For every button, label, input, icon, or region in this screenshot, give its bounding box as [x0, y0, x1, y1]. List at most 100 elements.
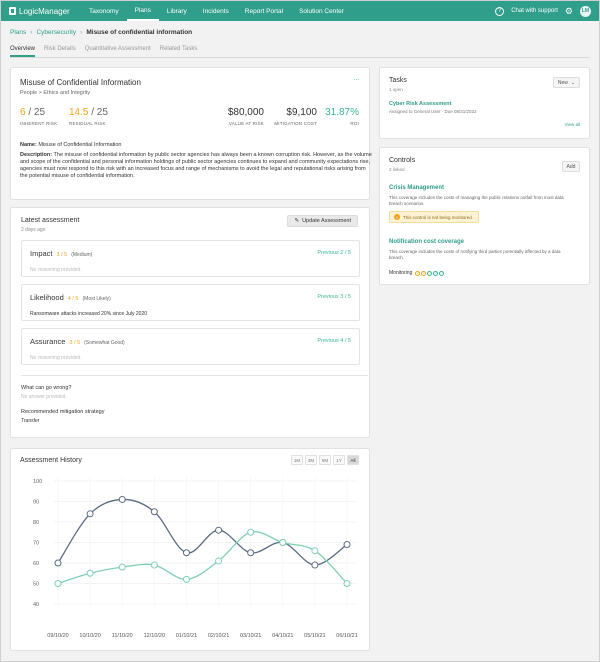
likelihood-reasoning: Ransomware attacks increased 20% since J… — [30, 311, 148, 317]
mitigation-strategy-label: Recommended mitigation strategy — [21, 409, 105, 415]
breadcrumb: Plans › Cybersecurity › Misuse of confid… — [10, 29, 192, 36]
series-point-2 — [86, 569, 94, 577]
x-tick-label: 04/10/21 — [272, 633, 293, 639]
pencil-icon: ✎ — [294, 218, 300, 224]
warning-icon: ! — [394, 214, 400, 220]
description-label: Description: — [20, 152, 53, 158]
control-crisis-management-desc: This coverage includes the costs of mana… — [389, 195, 564, 206]
x-tick-label: 05/10/21 — [304, 633, 325, 639]
monitoring-status-icon: ✓ — [427, 270, 433, 276]
series-point-2 — [215, 557, 223, 565]
breadcrumb-plans[interactable]: Plans — [10, 29, 27, 36]
impact-name: Impact — [30, 249, 53, 258]
control-notification-cost-desc: This coverage includes the costs of noti… — [389, 249, 561, 260]
update-assessment-button[interactable]: ✎ Update Assessment — [287, 215, 358, 227]
series-point-1 — [215, 526, 223, 534]
risk-category: People > Ethics and Integrity — [20, 90, 91, 96]
y-tick-label: 70 — [33, 541, 39, 547]
tab-quantitative-assessment[interactable]: Quantitative Assessment — [84, 46, 151, 52]
gear-icon[interactable]: ⚙ — [564, 5, 573, 16]
nav-item-report-portal[interactable]: Report Portal — [244, 7, 284, 15]
chat-support-link[interactable]: Chat with support — [511, 8, 558, 14]
inherent-risk-max: / 25 — [25, 107, 46, 118]
name-value: Misuse of Confidential Information — [36, 142, 122, 148]
range-3m[interactable]: 3M — [305, 455, 317, 465]
x-tick-label: 02/10/21 — [208, 633, 229, 639]
mitigation-cost-value: $9,100 — [286, 107, 317, 118]
likelihood-card: Likelihood 4 / 5 (Most Likely) Previous … — [21, 284, 360, 321]
series-point-1 — [54, 559, 62, 567]
y-tick-label: 40 — [33, 602, 39, 608]
x-tick-label: 06/10/21 — [336, 633, 357, 639]
task-link[interactable]: Cyber Risk Assessment — [389, 101, 452, 107]
monitoring-status-icon: ✓ — [433, 270, 439, 276]
range-1m[interactable]: 1M — [291, 455, 303, 465]
impact-score: 3 / 5 — [56, 252, 68, 258]
avatar[interactable]: LM — [580, 5, 591, 17]
chart-title: Assessment History — [20, 457, 82, 464]
residual-risk-value: 14.5 — [69, 107, 89, 118]
nav-item-library[interactable]: Library — [166, 7, 187, 15]
series-point-2 — [182, 575, 190, 583]
task-meta: Assigned to General User · Due 08/31/202… — [389, 109, 477, 114]
controls-card: Controls 2 linked Add Crisis Management … — [379, 147, 590, 285]
tab-related-tasks[interactable]: Related Tasks — [159, 46, 198, 52]
residual-risk-label: RESIDUAL RISK — [69, 121, 106, 126]
add-control-button[interactable]: Add — [562, 161, 580, 172]
inherent-risk: 6 / 25 INHERENT RISK — [20, 107, 58, 127]
brand-name: LogicManager — [19, 6, 70, 16]
series-point-1 — [150, 508, 158, 516]
what-can-go-wrong-answer: No answer provided. — [21, 394, 67, 400]
nav-item-taxonomy[interactable]: Taxonomy — [89, 7, 119, 15]
mitigation-strategy-value: Transfer — [21, 418, 40, 424]
nav-item-solution-center[interactable]: Solution Center — [299, 7, 344, 15]
x-tick-label: 03/10/21 — [240, 633, 261, 639]
chevron-down-icon: ⌄ — [570, 79, 576, 86]
assessment-history-card: Assessment History 1M 3M 6M 1Y All 40 50 6… — [10, 448, 370, 651]
range-1y[interactable]: 1Y — [333, 455, 345, 465]
tab-overview[interactable]: Overview — [10, 46, 36, 57]
help-icon[interactable]: ? — [495, 6, 505, 16]
control-crisis-management[interactable]: Crisis Management — [389, 185, 445, 191]
range-6m[interactable]: 6M — [319, 455, 331, 465]
y-tick-label: 50 — [33, 582, 39, 588]
divider — [21, 375, 368, 376]
monitoring-warning: ! This control is not being monitored — [389, 211, 479, 223]
monitoring-label: Monitoring — [389, 270, 413, 276]
controls-title: Controls — [389, 157, 416, 164]
x-tick-label: 10/10/20 — [79, 633, 100, 639]
range-selector: 1M 3M 6M 1Y All — [291, 455, 359, 465]
monitoring-row: Monitoring ✓ ✓ ✓ ✓ ✓ — [389, 270, 445, 276]
impact-reasoning: No reasoning provided. — [30, 267, 82, 273]
assurance-level: (Somewhat Good) — [84, 340, 125, 346]
value-at-risk: $80,000 VALUE AT RISK — [228, 108, 264, 127]
tab-risk-details[interactable]: Risk Details — [44, 46, 76, 52]
residual-risk: 14.5 / 25 RESIDUAL RISK — [69, 107, 108, 127]
mitigation-cost: $9,100 MITIGATION COST — [274, 107, 317, 127]
more-options-icon[interactable]: … — [353, 75, 360, 82]
name-label: Name: — [20, 142, 37, 148]
value-at-risk-label: VALUE AT RISK — [228, 121, 264, 126]
assurance-name: Assurance — [30, 337, 66, 346]
nav-item-incidents[interactable]: Incidents — [202, 7, 229, 15]
tasks-count: 1 open — [389, 87, 403, 92]
controls-count: 2 linked — [389, 167, 405, 172]
likelihood-previous: Previous 3 / 5 — [317, 294, 351, 300]
new-task-label: New — [557, 79, 568, 86]
view-all-link[interactable]: View all — [564, 122, 580, 127]
inherent-risk-label: INHERENT RISK — [20, 121, 58, 126]
control-notification-cost[interactable]: Notification cost coverage — [389, 239, 465, 245]
series-line-1 — [57, 498, 348, 566]
y-tick-label: 60 — [33, 561, 39, 567]
chevron-right-icon: › — [80, 29, 83, 36]
logo[interactable]: LogicManager — [9, 7, 81, 16]
range-all[interactable]: All — [347, 455, 359, 465]
series-point-2 — [118, 563, 126, 571]
nav-item-plans[interactable]: Plans — [126, 1, 159, 21]
monitoring-status-icon: ✓ — [439, 270, 445, 276]
page-title: Misuse of confidential information — [86, 29, 193, 36]
tab-bar: Overview Risk Details Quantitative Asses… — [10, 46, 590, 58]
new-task-button[interactable]: New ⌄ — [553, 77, 580, 88]
assurance-reasoning: No reasoning provided. — [30, 355, 82, 361]
breadcrumb-cybersecurity[interactable]: Cybersecurity — [36, 29, 77, 36]
